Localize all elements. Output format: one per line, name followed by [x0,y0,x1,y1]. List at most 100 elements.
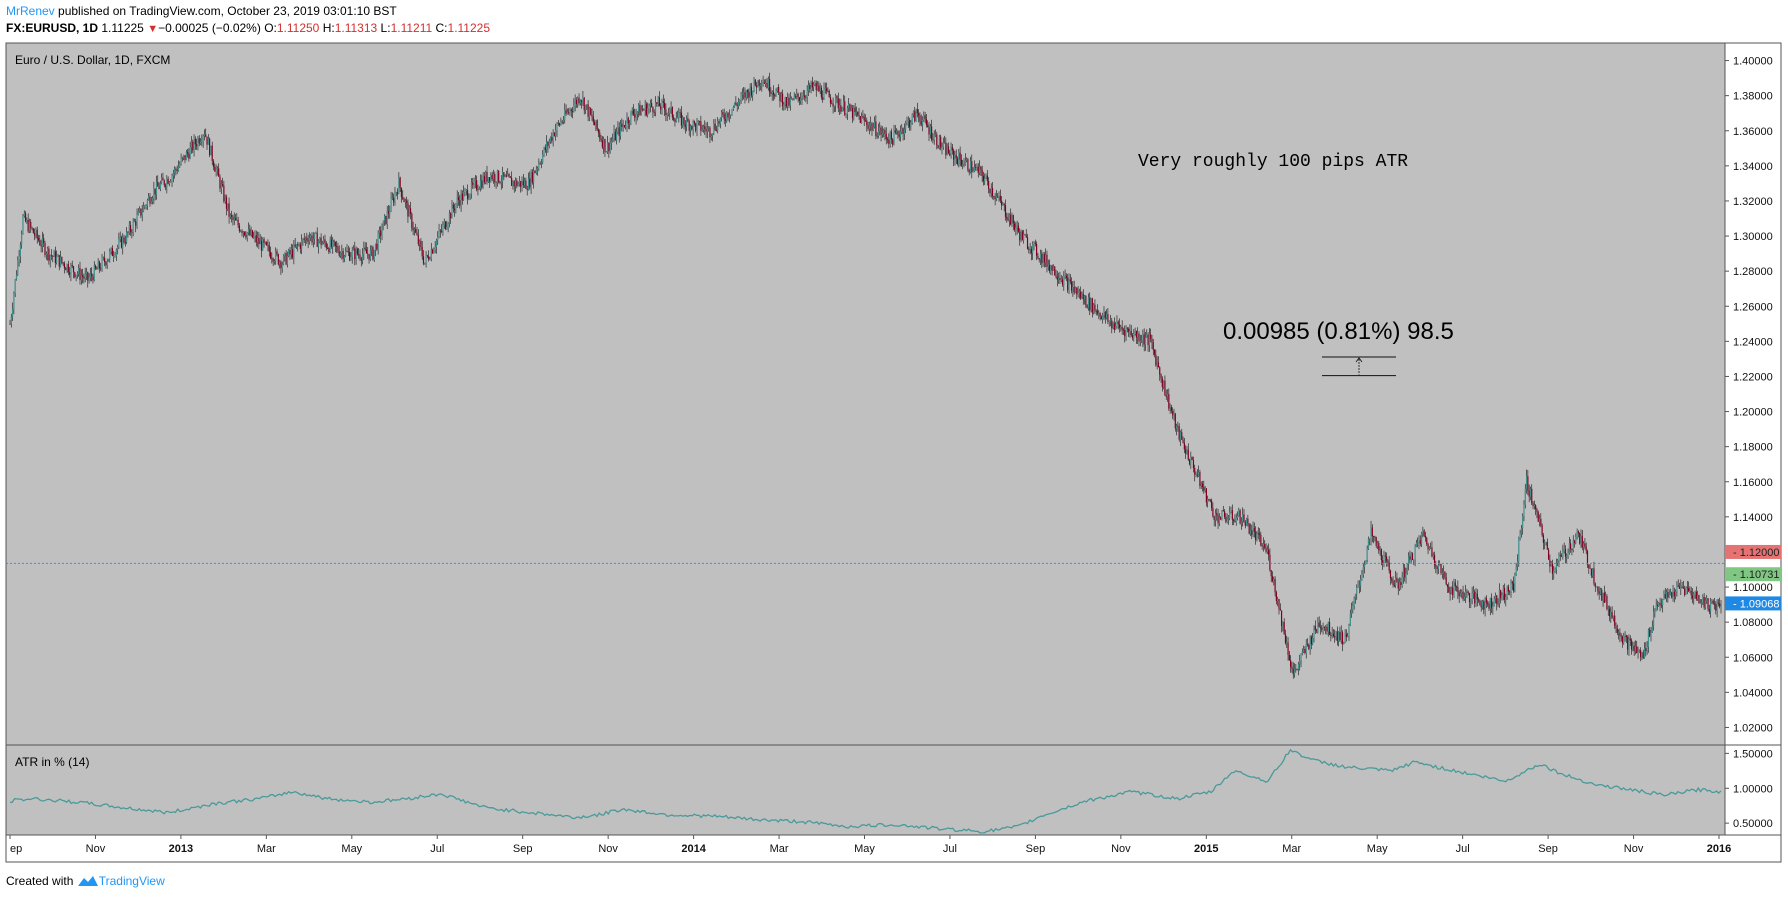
candle-body-465 [612,139,614,142]
candle-body-194 [260,240,263,251]
candle-body-1308 [1704,600,1707,608]
candle-body-736 [963,164,965,166]
candle-body-270 [359,254,361,259]
candle-body-863 [1128,328,1130,332]
candle-body-273 [363,247,365,254]
time-tick-labels: ep Nov 2013 Mar May Jul Sep Nov 2014 Mar May Jul Sep… [9,835,1731,855]
candle-body-685 [897,131,899,135]
candle-body-353 [466,190,469,200]
candle-body-648 [849,104,851,111]
candle-body-960 [1253,528,1255,532]
author-link[interactable]: MrRenev [6,4,55,18]
price-tick-label: 1.04000 [1733,687,1773,699]
candle-body-46 [69,272,71,275]
candle-body-1109 [1446,584,1449,587]
candle-body-1180 [1538,518,1541,522]
candle-body-925 [1208,499,1210,501]
candle-body-1201 [1566,555,1568,557]
candle-body-193 [259,240,261,245]
candle-body-484 [636,111,638,115]
candle-body-663 [868,125,870,129]
time-tick-label: Sep [1026,843,1046,855]
candle-body-864 [1129,331,1131,332]
candle-body-541 [710,135,712,138]
candle-body-146 [198,138,200,144]
candle-body-43 [65,267,67,271]
annotation-measure-label[interactable]: 0.00985 (0.81%) 98.5 [1223,318,1454,345]
candle-body-1309 [1706,598,1708,601]
candle-body-582 [763,82,765,84]
candle-body-1080 [1409,556,1411,560]
candle-body-688 [901,128,903,132]
candle-body-691 [905,122,907,130]
candle-body-311 [412,227,414,231]
candle-body-340 [450,213,452,219]
candle-body-127 [174,168,176,174]
candle-body-562 [737,101,740,106]
candle-body-1077 [1405,573,1407,578]
candle-body-558 [732,107,734,110]
atr-pane[interactable]: ATR in % (14) [5,744,1726,836]
candle-body-385 [508,174,510,177]
candle-body-428 [564,109,566,120]
candle-body-859 [1122,329,1125,331]
candle-body-709 [928,127,930,135]
candle-body-875 [1143,334,1145,345]
candle-body-393 [518,181,521,184]
tradingview-logo-icon[interactable] [77,875,99,890]
candle-body-643 [842,101,845,108]
candle-body-503 [661,100,663,110]
candle-body-279 [371,247,373,250]
low-label: L: [380,21,391,35]
candle-body-951 [1242,514,1244,522]
candle-body-1 [10,316,12,324]
tradingview-link[interactable]: TradingView [98,874,165,888]
price-tick-label: 1.20000 [1733,407,1773,419]
candle-body-590 [774,94,776,97]
candle-body-107 [148,196,150,200]
candle-body-793 [1037,255,1039,259]
candle-body-623 [816,85,819,91]
close-label: C: [435,21,448,35]
candle-body-1313 [1711,600,1713,602]
candle-body-948 [1238,510,1240,516]
price-axis[interactable]: 1.020001.040001.060001.080001.100001.120… [1724,42,1782,746]
candle-body-516 [678,112,680,118]
time-axis[interactable]: ep Nov 2013 Mar May Jul Sep Nov 2014 Mar May Jul Sep… [5,834,1782,863]
time-tick-label: Jul [1456,843,1470,855]
candle-body-994 [1297,663,1300,670]
price-pane[interactable]: Euro / U.S. Dollar, 1D, FXCM Very roughl… [5,42,1726,746]
candle-body-599 [785,97,788,107]
candle-body-421 [555,130,557,136]
candle-body-818 [1069,279,1071,282]
candle-body-224 [299,244,301,249]
measure-arrow-icon [1355,357,1363,363]
candle-body-1126 [1468,592,1471,602]
candle-body-399 [526,188,528,191]
candle-body-530 [696,122,698,131]
candle-body-540 [709,127,711,138]
candle-body-959 [1252,528,1254,536]
candle-body-539 [708,127,710,129]
candle-body-1007 [1314,625,1316,631]
candle-body-822 [1074,287,1077,293]
candle-body-227 [303,238,305,240]
candle-body-348 [460,193,462,206]
candle-body-711 [931,126,933,140]
candle-body-1122 [1463,596,1465,600]
candle-body-344 [455,203,457,211]
candle-body-1298 [1691,595,1694,599]
candle-body-882 [1152,342,1154,350]
price-range-measure[interactable] [1322,356,1396,377]
candle-body-680 [890,131,893,140]
candle-body-245 [326,247,329,249]
candle-body-1206 [1572,540,1574,551]
candle-body-417 [549,137,552,142]
atr-axis[interactable]: 0.50000 1.00000 1.50000 [1724,744,1782,836]
price-tick-label: 1.24000 [1733,336,1773,348]
annotation-atr-note[interactable]: Very roughly 100 pips ATR [1138,152,1408,172]
candle-body-1249 [1628,638,1630,650]
candle-body-661 [866,120,868,126]
candle-body-718 [940,136,942,148]
